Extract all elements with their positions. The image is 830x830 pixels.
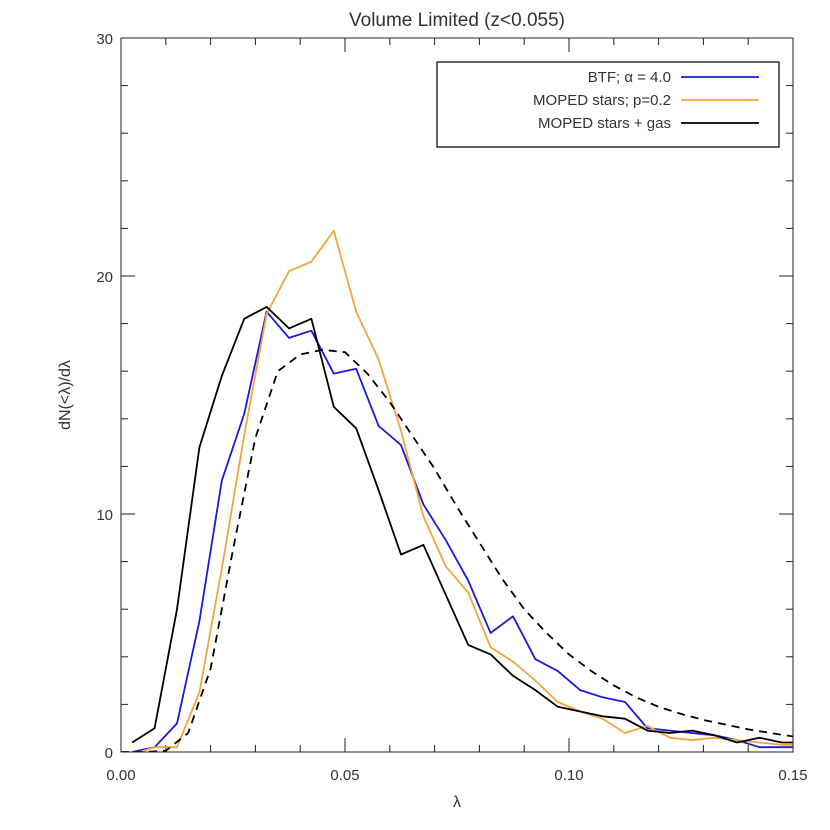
- x-tick-label: 0.05: [330, 767, 359, 784]
- x-tick-label: 0.10: [554, 767, 583, 784]
- legend: BTF; α = 4.0 MOPED stars; p=0.2 MOPED star…: [436, 61, 780, 148]
- series-line-dashed: [121, 348, 793, 752]
- series-line-1: [132, 310, 793, 752]
- series-layer: [121, 229, 793, 752]
- y-tick-label: 0: [105, 745, 113, 762]
- series-line-2: [136, 229, 793, 752]
- plot-frame: [120, 37, 794, 753]
- series-line-3: [131, 305, 793, 744]
- y-tick-label: 20: [96, 269, 113, 286]
- legend-label: MOPED stars + gas: [538, 115, 671, 132]
- x-tick-label: 0.15: [778, 767, 807, 784]
- legend-label: MOPED stars; p=0.2: [533, 92, 671, 109]
- x-tick-label: 0.00: [106, 767, 135, 784]
- legend-label: BTF; α = 4.0: [588, 69, 671, 86]
- y-tick-label: 30: [96, 31, 113, 48]
- y-tick-label: 10: [96, 507, 113, 524]
- y-axis-label: dN(<λ)/dλ: [57, 360, 74, 430]
- chart-title: Volume Limited (z<0.055): [349, 10, 565, 31]
- x-axis-label: λ: [453, 794, 461, 811]
